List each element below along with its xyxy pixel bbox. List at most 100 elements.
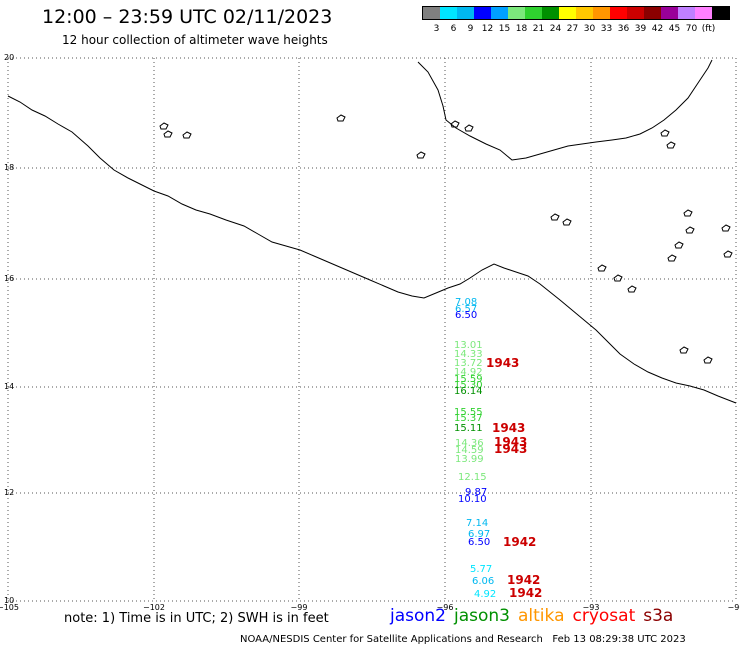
island-shape [660, 129, 670, 137]
island-shape [562, 218, 572, 226]
legend-value: (ft) [701, 24, 716, 34]
legend-swatch [457, 7, 474, 19]
satellite-name: cryosat [572, 606, 636, 626]
legend-swatch [661, 7, 678, 19]
pacific-coastline [7, 95, 737, 404]
wave-height-value: 14.59 [455, 445, 484, 456]
wave-height-value: 15.30 [454, 380, 483, 391]
legend-value: 18 [515, 24, 528, 34]
coastline [7, 59, 737, 404]
island-shape [685, 226, 695, 234]
latitude-label: 20 [4, 53, 14, 62]
legend-swatch [644, 7, 661, 19]
legend-value: 36 [617, 24, 630, 34]
lat-lon-grid [7, 57, 737, 602]
legend-value: 6 [450, 24, 457, 34]
wave-height-value: 15.59 [454, 374, 483, 385]
island-shape [666, 141, 676, 149]
legend-value: 12 [481, 24, 494, 34]
axis-labels: 20 18 16 14 12 10−105 −102 −99 −96 −93 −90 [0, 53, 740, 612]
longitude-label: −99 [291, 603, 308, 612]
wave-height-value: 12.15 [458, 472, 487, 483]
legend-value: 39 [634, 24, 647, 34]
pass-time-label: 1943 [494, 442, 527, 456]
island-shape [674, 241, 684, 249]
wave-height-value: 14.33 [454, 349, 483, 360]
wave-height-value: 6.57 [455, 304, 477, 315]
wave-height-value: 15.11 [454, 423, 483, 434]
legend-swatch [576, 7, 593, 19]
wave-height-value: 6.06 [472, 576, 494, 587]
legend-values: 3 6 9 12 15 18 21 24 27 30 33 36 39 42 45 70 (ft) [428, 24, 730, 34]
satellite-name: altika [518, 606, 565, 626]
longitude-label: −93 [583, 603, 600, 612]
legend-swatch [695, 7, 712, 19]
pass-time-label: 1942 [509, 586, 542, 600]
legend-swatch [678, 7, 695, 19]
island-shape [667, 254, 677, 262]
island-shape [703, 356, 713, 364]
island-shape [336, 114, 346, 122]
pass-time-label: 1943 [492, 421, 525, 435]
wave-height-value: 4.92 [474, 589, 496, 600]
wave-height-value: 10.10 [458, 494, 487, 505]
island-shape [464, 124, 474, 132]
wave-height-value: 6.50 [468, 537, 490, 548]
legend-swatch [440, 7, 457, 19]
generated-timestamp: Feb 13 08:29:38 UTC 2023 [552, 634, 686, 645]
wave-height-value: 6.50 [455, 310, 477, 321]
wave-height-observations: 7.086.576.5013.0114.3313.7214.9215.5915.… [454, 297, 542, 600]
legend-value: 42 [651, 24, 664, 34]
legend-swatch [491, 7, 508, 19]
legend-value: 21 [532, 24, 545, 34]
longitude-label: −90 [728, 603, 740, 612]
island-shape [679, 346, 689, 354]
credit-text: NOAA/NESDIS Center for Satellite Applica… [240, 634, 543, 645]
satellite-name: jason2 [390, 606, 446, 626]
legend-swatch [542, 7, 559, 19]
legend-swatch [610, 7, 627, 19]
wave-height-value: 14.36 [455, 438, 484, 449]
satellite-legend: jason2 jason3 altika cryosat s3a [390, 606, 681, 626]
pass-time-label: 1942 [507, 573, 540, 587]
legend-value: 15 [498, 24, 511, 34]
latitude-label: 14 [4, 382, 14, 391]
wave-height-legend: 3 6 9 12 15 18 21 24 27 30 33 36 39 42 45 70 (ft) [422, 6, 730, 34]
wave-height-value: 15.37 [454, 413, 483, 424]
wave-height-value: 5.77 [470, 564, 492, 575]
wave-height-value: 14.92 [454, 367, 483, 378]
satellite-name: jason3 [454, 606, 510, 626]
longitude-label: −96 [437, 603, 454, 612]
wave-height-value: 15.55 [454, 407, 483, 418]
island-shape [163, 130, 173, 138]
wave-height-value: 6.97 [468, 529, 490, 540]
island-shape [416, 151, 426, 159]
latitude-label: 10 [4, 596, 14, 605]
latitude-label: 18 [4, 163, 14, 172]
gulf-coastline [417, 59, 713, 161]
legend-value: 33 [600, 24, 613, 34]
island-shape [721, 224, 731, 232]
legend-value: 27 [566, 24, 579, 34]
legend-swatch [712, 7, 729, 19]
island-shape [597, 264, 607, 272]
legend-value: 30 [583, 24, 596, 34]
legend-value: 3 [433, 24, 440, 34]
map-subtitle: 12 hour collection of altimeter wave hei… [62, 33, 328, 47]
satellite-name: s3a [643, 606, 674, 626]
units-note: note: 1) Time is in UTC; 2) SWH is in fe… [64, 611, 329, 626]
legend-swatch [593, 7, 610, 19]
legend-value: 45 [668, 24, 681, 34]
legend-swatch [474, 7, 491, 19]
island-shape [159, 122, 169, 130]
map-title: 12:00 – 23:59 UTC 02/11/2023 [42, 6, 333, 28]
latitude-label: 12 [4, 488, 14, 497]
island-shape [613, 274, 623, 282]
pass-time-label: 1943 [494, 435, 527, 449]
legend-color-bar [422, 6, 730, 20]
legend-swatch [423, 7, 440, 19]
island-shape [182, 131, 192, 139]
legend-value: 24 [549, 24, 562, 34]
wave-height-value: 13.01 [454, 340, 483, 351]
wave-height-value: 7.14 [466, 518, 488, 529]
